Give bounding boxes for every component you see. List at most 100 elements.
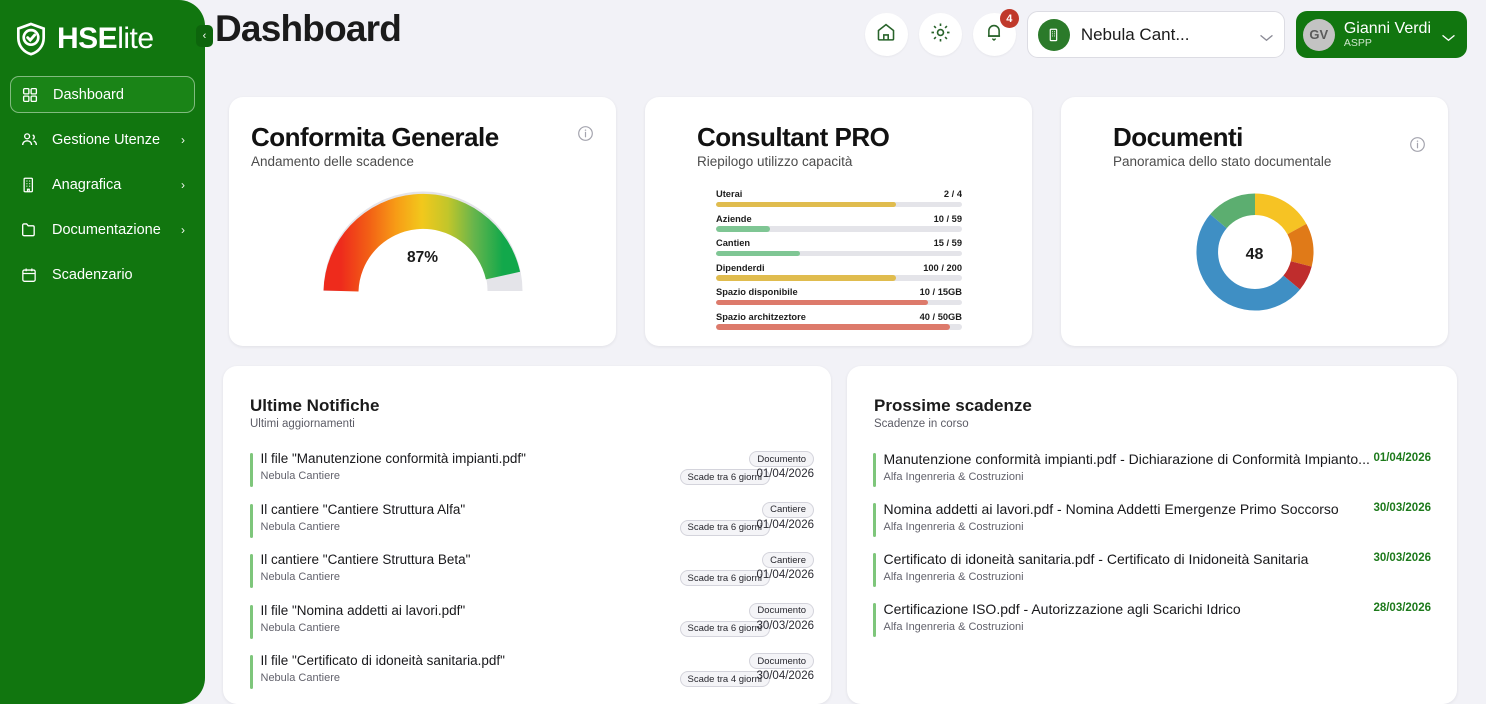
list-item[interactable]: Il file "Certificato di idoneità sanitar… [223,653,831,704]
capacity-label: Uterai [716,189,743,199]
list-item[interactable]: Il file "Nomina addetti ai lavori.pdf" N… [223,602,831,654]
capacity-label: Cantien [716,238,751,248]
calendar-icon [20,266,42,284]
card-conformita-generale: Conformita Generale Andamento delle scad… [229,97,616,346]
sidebar-item-dashboard[interactable]: Dashboard [10,76,195,113]
grid-icon [21,86,43,104]
notification-source: Nebula Cantiere [260,672,341,685]
notification-source: Nebula Cantiere [260,470,341,483]
brand-name-light: lite [117,22,154,55]
type-badge: Documento [749,451,814,467]
capacity-fill [716,275,896,281]
list-item[interactable]: Certificato di idoneità sanitaria.pdf - … [847,551,1457,601]
sidebar-item-documentazione[interactable]: Documentazione › [10,211,195,248]
deadlines-list: Manutenzione conformità impianti.pdf - D… [847,451,1457,651]
notification-date: 30/04/2026 [756,670,814,682]
deadline-title: Certificazione ISO.pdf - Autorizzazione … [883,601,1241,617]
card-title: Consultant PRO [697,122,890,152]
settings-button[interactable] [918,13,962,56]
row-accent-bar [873,603,876,637]
panel-subtitle: Ultimi aggiornamenti [250,418,355,430]
company-selector[interactable]: Nebula Cant... [1026,11,1285,58]
chevron-right-icon: › [181,132,185,147]
card-subtitle: Riepilogo utilizzo capacità [697,154,853,169]
row-accent-bar [250,453,253,487]
gear-icon [929,21,952,49]
notification-title: Il cantiere "Cantiere Struttura Beta" [260,552,471,567]
user-role: ASPP [1343,36,1372,49]
type-badge: Cantiere [762,552,814,568]
building-icon [20,176,42,194]
deadline-date: 30/03/2026 [1373,502,1431,514]
chevron-right-icon: › [181,222,185,237]
type-badge: Documento [749,653,814,669]
capacity-track [716,201,962,207]
card-title: Documenti [1113,122,1243,152]
list-item[interactable]: Certificazione ISO.pdf - Autorizzazione … [847,601,1457,651]
notification-title: Il file "Manutenzione conformità impiant… [260,451,526,466]
capacity-value: 15 / 59 [933,238,962,248]
donut-slice-verde [1195,193,1314,311]
notification-title: Il file "Certificato di idoneità sanitar… [260,653,505,668]
row-accent-bar [250,554,253,588]
list-item[interactable]: Il cantiere "Cantiere Struttura Beta" Ne… [223,552,831,603]
gauge-chart [229,185,616,310]
capacity-row: Spazio architzeztore 40 / 50GB [716,312,962,330]
list-item[interactable]: Manutenzione conformità impianti.pdf - D… [847,451,1457,501]
donut-chart [1061,189,1448,315]
capacity-track [716,275,962,281]
capacity-value: 2 / 4 [943,189,962,199]
sidebar-nav: Dashboard Gestione Utenze › [0,72,205,293]
sidebar: HSElite ‹ Dashboard [0,0,213,704]
header: Dashboard [205,0,1486,78]
company-name: Nebula Cant... [1080,24,1190,44]
notification-date: 01/04/2026 [756,468,814,480]
capacity-row: Spazio disponibile 10 / 15GB [716,287,962,305]
brand-name-bold: HSE [57,22,118,55]
capacity-track [716,324,962,330]
status-badge: Scade tra 6 giorni [679,469,770,485]
chevron-down-icon [1258,30,1274,41]
header-actions: 4 Nebula Cant... GV [864,9,1467,58]
donut-slice-blu [1195,193,1314,311]
capacity-bars: Uterai 2 / 4 Aziende 10 / 59 Cantien [716,189,962,336]
deadline-date: 30/03/2026 [1373,552,1431,564]
notifications-list: Il file "Manutenzione conformità impiant… [223,451,831,704]
list-item[interactable]: Nomina addetti ai lavori.pdf - Nomina Ad… [847,501,1457,551]
type-badge: Documento [749,602,814,619]
capacity-value: 10 / 59 [933,213,962,224]
notification-date: 30/03/2026 [756,619,814,632]
capacity-row: Dipenderdi 100 / 200 [716,263,962,281]
deadline-company: Alfa Ingenreria & Costruzioni [883,471,1024,483]
capacity-fill [716,324,950,330]
card-documenti: Documenti Panoramica dello stato documen… [1061,97,1448,346]
row-accent-bar [250,503,253,538]
brand-logo: HSElite [0,10,205,72]
deadline-title: Nomina addetti ai lavori.pdf - Nomina Ad… [883,501,1339,517]
list-item[interactable]: Il file "Manutenzione conformità impiant… [223,451,831,502]
notifications-button[interactable]: 4 [972,9,1019,56]
panel-header: Ultime Notifiche Ultimi aggiornamenti [223,366,831,430]
user-menu[interactable]: GV Gianni Verdi ASPP [1295,11,1467,58]
sidebar-collapse-button[interactable]: ‹ [196,25,213,47]
home-button[interactable] [864,13,908,56]
capacity-fill [716,299,928,305]
sidebar-item-anagrafica[interactable]: Anagrafica › [10,166,195,203]
sidebar-item-scadenzario[interactable]: Scadenzario [10,256,195,293]
notification-date: 01/04/2026 [756,569,814,581]
users-icon [20,131,42,149]
capacity-row: Cantien 15 / 59 [716,238,962,256]
capacity-label: Aziende [716,213,752,224]
capacity-value: 40 / 50GB [919,311,962,322]
capacity-track [716,226,962,232]
sidebar-item-label: Dashboard [53,86,124,103]
info-icon[interactable] [577,125,594,142]
list-item[interactable]: Il cantiere "Cantiere Struttura Alfa" Ne… [223,501,831,553]
capacity-value: 100 / 200 [923,262,962,273]
info-icon[interactable] [1409,136,1426,153]
chevron-right-icon: › [181,177,185,192]
user-meta: Gianni Verdi ASPP [1344,20,1431,50]
deadline-company: Alfa Ingenreria & Costruzioni [883,571,1024,583]
row-accent-bar [873,553,876,587]
sidebar-item-gestione-utenze[interactable]: Gestione Utenze › [10,121,195,158]
